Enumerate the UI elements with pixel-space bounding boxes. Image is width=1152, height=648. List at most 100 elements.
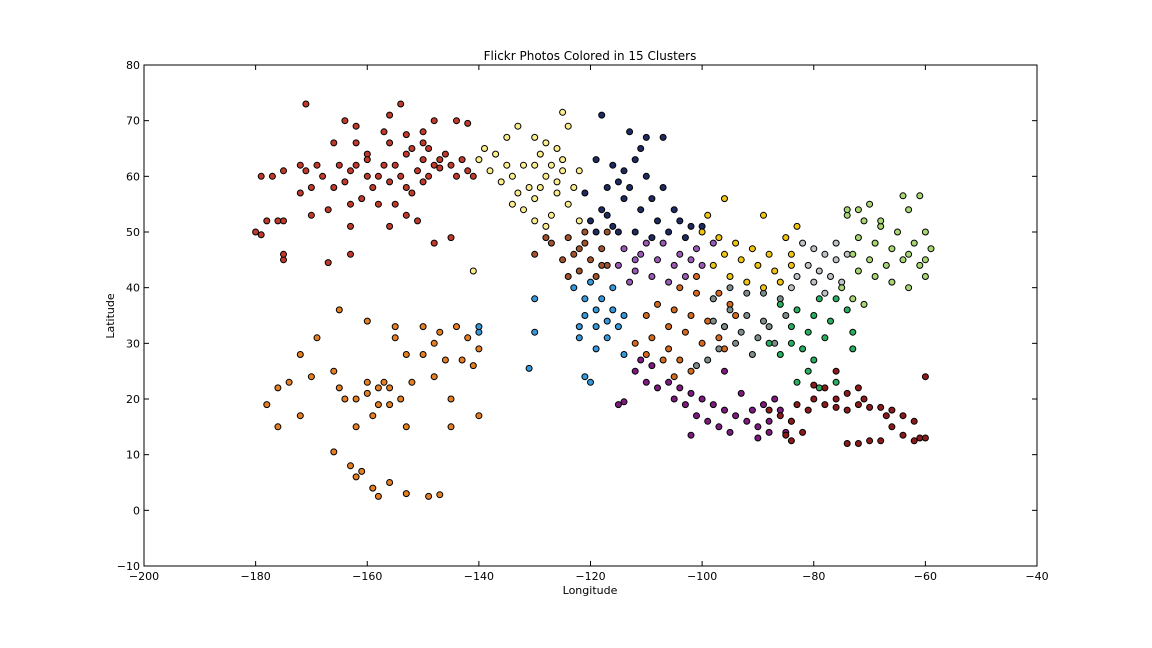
data-point: [631, 339, 639, 347]
data-point: [782, 234, 790, 242]
cluster-series-9: [693, 284, 790, 370]
data-point: [274, 423, 282, 431]
data-point: [732, 312, 740, 319]
data-point: [832, 239, 840, 247]
data-point: [391, 161, 399, 169]
data-point: [754, 261, 762, 269]
cluster-series-2: [469, 108, 583, 275]
data-point: [832, 367, 840, 375]
data-point: [620, 245, 628, 253]
data-point: [821, 289, 829, 297]
data-point: [592, 156, 600, 164]
data-point: [386, 111, 394, 119]
cluster-series-13: [838, 192, 935, 308]
y-tick-label: 60: [126, 170, 140, 183]
data-point: [782, 431, 790, 439]
cluster-series-4: [531, 228, 611, 280]
data-point: [492, 150, 500, 158]
data-point: [347, 200, 354, 208]
data-point: [408, 378, 416, 386]
data-point: [631, 228, 639, 236]
data-point: [888, 423, 896, 431]
data-point: [280, 167, 287, 175]
y-tick-label: 20: [126, 393, 140, 406]
data-point: [737, 389, 745, 397]
data-point: [854, 440, 862, 447]
data-point: [408, 145, 416, 152]
data-point: [380, 128, 388, 136]
x-axis-label: Longitude: [563, 584, 618, 597]
data-point: [804, 261, 812, 269]
y-tick-label: −10: [117, 560, 140, 573]
x-tick-label: −40: [1025, 570, 1048, 583]
data-point: [575, 217, 583, 225]
data-point: [631, 267, 639, 275]
data-point: [542, 234, 550, 242]
data-point: [866, 437, 874, 445]
data-point: [921, 273, 929, 280]
data-point: [642, 239, 650, 247]
data-point: [676, 356, 684, 364]
data-point: [447, 423, 455, 431]
data-point: [799, 239, 807, 247]
data-point: [665, 228, 673, 236]
data-point: [709, 401, 717, 409]
data-point: [514, 189, 522, 197]
data-point: [430, 117, 438, 125]
data-point: [397, 172, 405, 180]
data-point: [341, 395, 349, 403]
data-point: [380, 378, 388, 386]
data-point: [268, 172, 276, 180]
data-point: [642, 133, 650, 141]
y-tick-label: 70: [126, 115, 140, 128]
data-point: [592, 323, 600, 331]
data-point: [520, 161, 527, 169]
data-point: [481, 145, 488, 152]
data-point: [386, 479, 394, 486]
data-point: [665, 278, 673, 286]
data-point: [637, 250, 645, 258]
data-point: [877, 403, 885, 411]
data-point: [821, 334, 829, 342]
data-point: [564, 234, 572, 242]
data-point: [626, 278, 634, 286]
data-point: [386, 222, 394, 230]
data-point: [352, 161, 360, 169]
data-point: [821, 250, 829, 258]
data-point: [810, 381, 818, 389]
data-point: [575, 245, 583, 253]
data-point: [665, 378, 673, 386]
data-point: [352, 395, 360, 403]
data-point: [335, 161, 343, 169]
data-point: [547, 239, 555, 247]
data-point: [581, 373, 589, 381]
data-point: [380, 161, 388, 169]
data-point: [866, 256, 874, 264]
data-point: [648, 362, 656, 370]
data-point: [698, 339, 706, 347]
data-point: [430, 239, 438, 247]
data-point: [771, 339, 779, 347]
data-point: [609, 306, 617, 314]
data-point: [419, 128, 427, 136]
x-tick-label: −100: [687, 570, 717, 583]
data-point: [419, 139, 427, 147]
data-point: [620, 398, 628, 406]
data-point: [447, 395, 455, 403]
data-point: [347, 462, 354, 470]
cluster-series-1: [252, 100, 477, 267]
data-point: [531, 328, 539, 336]
data-point: [374, 384, 382, 392]
data-point: [687, 222, 695, 230]
data-point: [319, 172, 327, 180]
data-point: [592, 345, 600, 353]
data-point: [776, 278, 784, 286]
data-point: [307, 211, 315, 219]
data-point: [854, 234, 862, 242]
data-point: [765, 406, 773, 414]
data-point: [905, 284, 913, 292]
data-point: [425, 492, 433, 500]
data-point: [804, 328, 812, 336]
data-point: [363, 317, 371, 325]
data-point: [358, 195, 366, 203]
